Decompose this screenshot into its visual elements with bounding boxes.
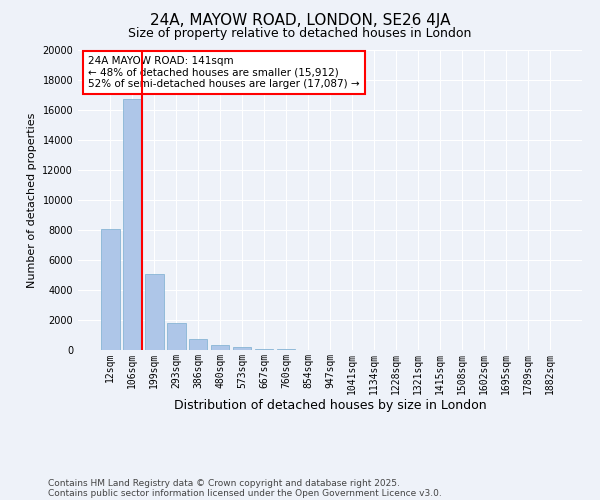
- Y-axis label: Number of detached properties: Number of detached properties: [27, 112, 37, 288]
- Bar: [101, 228, 119, 350]
- Text: 24A MAYOW ROAD: 141sqm
← 48% of detached houses are smaller (15,912)
52% of semi: 24A MAYOW ROAD: 141sqm ← 48% of detached…: [88, 56, 360, 89]
- Text: 24A, MAYOW ROAD, LONDON, SE26 4JA: 24A, MAYOW ROAD, LONDON, SE26 4JA: [150, 12, 450, 28]
- Bar: [145, 274, 164, 350]
- Text: Contains public sector information licensed under the Open Government Licence v3: Contains public sector information licen…: [48, 488, 442, 498]
- Bar: [123, 100, 142, 350]
- Bar: [211, 345, 229, 350]
- Bar: [255, 349, 274, 350]
- X-axis label: Distribution of detached houses by size in London: Distribution of detached houses by size …: [173, 400, 487, 412]
- Text: Size of property relative to detached houses in London: Size of property relative to detached ho…: [128, 28, 472, 40]
- Text: Contains HM Land Registry data © Crown copyright and database right 2025.: Contains HM Land Registry data © Crown c…: [48, 478, 400, 488]
- Bar: [233, 348, 251, 350]
- Bar: [189, 339, 208, 350]
- Bar: [167, 323, 185, 350]
